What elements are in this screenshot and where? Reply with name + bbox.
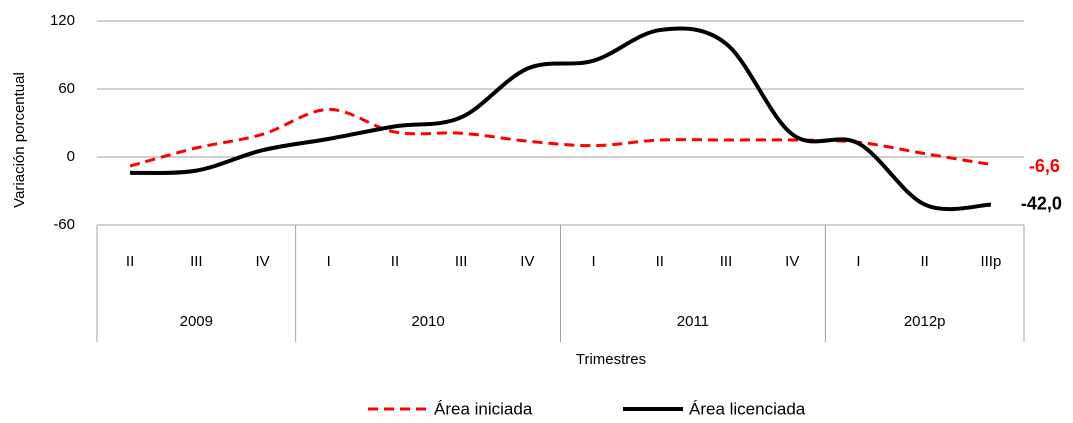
x-group-label: 2009 <box>180 313 213 330</box>
series-line <box>129 107 992 168</box>
x-axis-title: Trimestres <box>576 351 646 368</box>
x-tick-label: I <box>327 253 331 270</box>
x-group-label: 2010 <box>411 313 444 330</box>
x-group-label: 2011 <box>677 313 709 330</box>
y-tick-label: 60 <box>58 80 75 97</box>
x-tick-label: II <box>126 253 134 270</box>
y-axis-title: Variación porcentual <box>11 72 28 208</box>
x-tick-label: IV <box>520 253 534 270</box>
x-tick-label: III <box>190 253 203 270</box>
data-label: -42,0 <box>1021 193 1062 213</box>
x-tick-label: IV <box>785 253 799 270</box>
x-tick-label: I <box>592 253 596 270</box>
x-tick-label: III <box>455 253 468 270</box>
x-tick-label: IV <box>255 253 269 270</box>
x-tick-label: IIIp <box>980 253 1001 270</box>
x-tick-label: II <box>391 253 399 270</box>
x-tick-label: I <box>856 253 860 270</box>
legend-label: Área licenciada <box>689 399 806 418</box>
legend-label: Área iniciada <box>434 399 533 418</box>
series-line <box>130 26 992 212</box>
y-tick-label: 120 <box>50 12 75 29</box>
y-tick-label: -60 <box>53 216 75 233</box>
y-tick-label: 0 <box>67 148 75 165</box>
x-group-label: 2012p <box>904 313 946 330</box>
x-tick-label: II <box>656 253 664 270</box>
data-label: -6,6 <box>1029 156 1060 176</box>
x-tick-label: III <box>720 253 733 270</box>
x-tick-label: II <box>921 253 929 270</box>
